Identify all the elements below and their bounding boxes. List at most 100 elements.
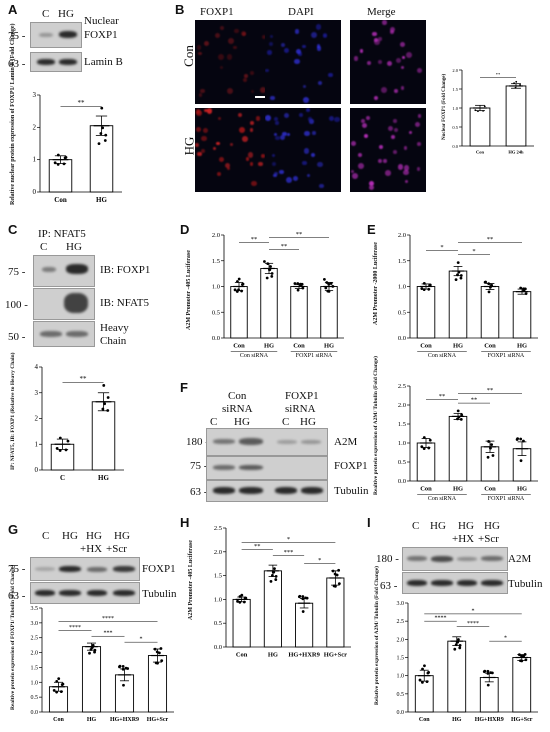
data-point: [486, 455, 490, 459]
band-label: Tubulin: [334, 485, 369, 497]
data-point: [418, 678, 422, 682]
data-point: [160, 659, 164, 663]
data-point: [487, 290, 491, 294]
data-point: [269, 265, 272, 268]
y-tick-label: 1.5: [214, 573, 222, 580]
y-tick-label: 2.0: [452, 68, 458, 73]
y-tick-label: 0: [33, 188, 37, 196]
x-tick-label: HG: [517, 343, 527, 350]
column-label: DAPI: [288, 6, 314, 18]
y-tick-label: 1.0: [212, 284, 220, 291]
y-axis-label: Realtive protein expression of A2M/ Tubu…: [373, 356, 379, 495]
data-point: [60, 683, 64, 687]
data-point: [159, 647, 163, 650]
data-point: [268, 268, 271, 272]
data-point: [420, 680, 424, 684]
significance-marker: *: [140, 637, 143, 643]
data-point: [62, 162, 66, 166]
significance-marker: **: [439, 393, 446, 400]
significance-marker: ***: [284, 549, 294, 556]
x-tick-label: HG: [453, 486, 463, 493]
data-point: [90, 646, 94, 649]
data-point: [460, 413, 464, 417]
data-point: [420, 445, 424, 449]
data-point: [524, 292, 528, 296]
data-point: [520, 654, 523, 658]
data-point: [523, 652, 527, 656]
bar: [232, 598, 251, 648]
mw-marker: 75 -: [8, 266, 26, 278]
data-point: [126, 667, 130, 670]
data-point: [487, 282, 491, 285]
significance-marker: *: [472, 608, 475, 614]
data-point: [337, 582, 341, 585]
group-label: Con siRNA: [240, 353, 269, 359]
bar-chart-d: 0.0 0.5 1.0 1.5 2.0 Con HG Con HG ** ** ** Con siRNA…: [212, 231, 344, 359]
data-point: [428, 438, 432, 442]
data-point: [240, 283, 244, 286]
column-label: Merge: [367, 6, 396, 18]
data-point: [327, 282, 331, 286]
x-tick-label: HG: [98, 474, 109, 482]
significance-marker: *: [287, 536, 290, 543]
panel-label-e: E: [367, 222, 376, 237]
data-point: [456, 273, 459, 277]
data-point: [296, 282, 300, 285]
y-tick-label: 1.5: [397, 656, 405, 662]
bar: [48, 159, 73, 193]
bar: [512, 657, 532, 713]
western-blot: [33, 255, 95, 287]
x-tick-label: Con: [236, 652, 248, 659]
data-point: [240, 289, 243, 293]
data-point: [58, 449, 62, 452]
western-blot: [30, 557, 140, 581]
lane-label: +HX: [452, 533, 475, 545]
panel-label-i: I: [367, 515, 371, 530]
data-point: [301, 286, 305, 290]
data-point: [421, 667, 424, 671]
data-point: [88, 651, 91, 655]
data-point: [331, 569, 335, 573]
y-axis-label: Relative protein expression of A2M/ Tubu…: [374, 566, 380, 705]
y-tick-label: 3.0: [31, 621, 39, 627]
y-tick-label: 1.0: [31, 680, 39, 686]
y-tick-label: 1.5: [31, 665, 39, 671]
x-tick-label: Con: [420, 486, 432, 493]
data-point: [296, 288, 300, 292]
data-point: [153, 647, 157, 651]
data-point: [274, 578, 278, 581]
data-point: [490, 671, 494, 675]
panel-label-h: H: [180, 515, 190, 530]
y-tick-label: 2.0: [214, 549, 222, 556]
data-point: [242, 600, 246, 604]
data-point: [459, 417, 463, 421]
data-point: [486, 671, 490, 675]
x-tick-label: Con: [484, 486, 496, 493]
bar: [512, 291, 532, 339]
mw-marker: 63 -: [8, 58, 26, 70]
data-point: [453, 647, 457, 651]
y-tick-label: 2.5: [398, 383, 406, 390]
data-point: [58, 436, 62, 440]
x-tick-label: HG: [268, 652, 278, 659]
data-point: [269, 579, 273, 583]
data-point: [59, 690, 63, 693]
band-label: IB: NFAT5: [100, 297, 149, 309]
data-point: [263, 260, 266, 263]
y-tick-label: 2.0: [212, 232, 220, 239]
bar: [290, 286, 308, 339]
group-label: siRNA: [285, 403, 316, 415]
mw-marker: 75 -: [8, 563, 26, 575]
micrograph-con-foxp1: [195, 20, 271, 104]
x-tick-label: Con: [233, 343, 245, 350]
bar-chart-f: 0.0 0.5 1.0 1.5 2.0 2.5 Con HG Con HG ** ** ** Con si…: [398, 383, 538, 502]
y-tick-label: 0.0: [212, 335, 220, 342]
data-point: [66, 439, 70, 443]
western-blot: [33, 321, 95, 347]
data-point: [522, 439, 525, 443]
y-tick-label: 0.0: [397, 710, 405, 716]
western-blot: [30, 582, 140, 604]
panel-label-d: D: [180, 222, 190, 237]
data-point: [270, 272, 274, 275]
